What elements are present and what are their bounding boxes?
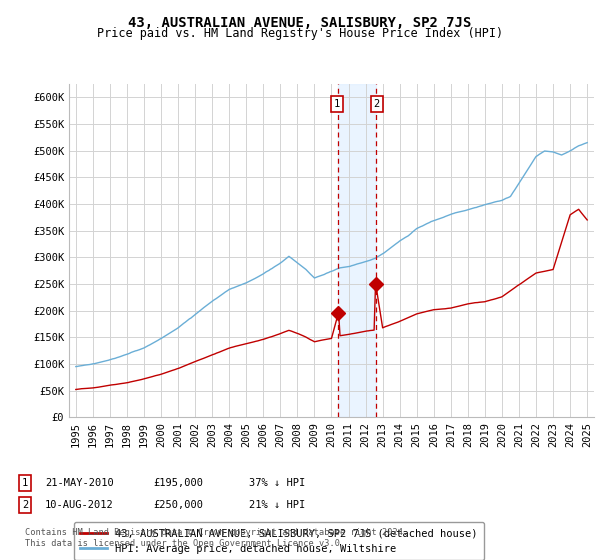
Text: Contains HM Land Registry data © Crown copyright and database right 2024.
This d: Contains HM Land Registry data © Crown c… bbox=[25, 528, 409, 548]
Text: 1: 1 bbox=[334, 99, 340, 109]
Text: £195,000: £195,000 bbox=[153, 478, 203, 488]
Text: 43, AUSTRALIAN AVENUE, SALISBURY, SP2 7JS: 43, AUSTRALIAN AVENUE, SALISBURY, SP2 7J… bbox=[128, 16, 472, 30]
Bar bbox=[338, 84, 376, 417]
Text: 2: 2 bbox=[22, 500, 28, 510]
Text: 2: 2 bbox=[374, 99, 380, 109]
Text: £250,000: £250,000 bbox=[153, 500, 203, 510]
Text: 21% ↓ HPI: 21% ↓ HPI bbox=[249, 500, 305, 510]
Text: 37% ↓ HPI: 37% ↓ HPI bbox=[249, 478, 305, 488]
Text: 1: 1 bbox=[22, 478, 28, 488]
Legend: 43, AUSTRALIAN AVENUE, SALISBURY, SP2 7JS (detached house), HPI: Average price, : 43, AUSTRALIAN AVENUE, SALISBURY, SP2 7J… bbox=[74, 522, 484, 560]
Text: 21-MAY-2010: 21-MAY-2010 bbox=[45, 478, 114, 488]
Text: Price paid vs. HM Land Registry's House Price Index (HPI): Price paid vs. HM Land Registry's House … bbox=[97, 27, 503, 40]
Text: 10-AUG-2012: 10-AUG-2012 bbox=[45, 500, 114, 510]
